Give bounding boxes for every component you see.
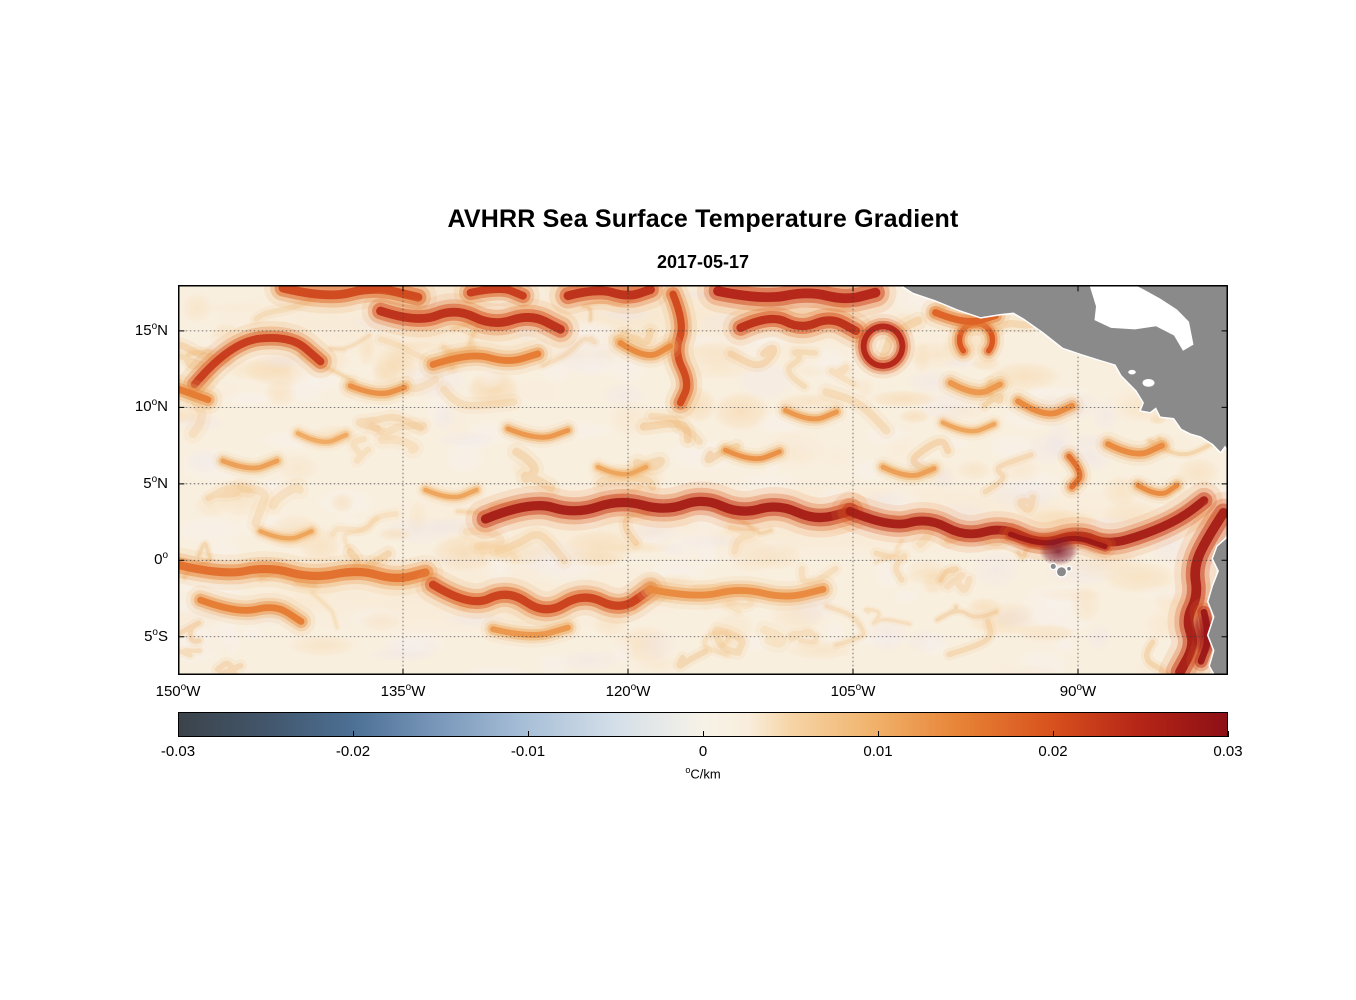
y-tick-label: 15oN [134, 320, 168, 339]
x-tick-label: 135oW [380, 682, 426, 701]
colorbar-tick-label: 0.03 [1213, 743, 1243, 760]
colorbar-tick [1052, 731, 1054, 737]
figure-title: AVHRR Sea Surface Temperature Gradient [447, 205, 959, 233]
figure-date: 2017-05-17 [656, 252, 750, 272]
colorbar-tick-label: 0.02 [1038, 743, 1068, 760]
degree-symbol: o [685, 765, 691, 775]
x-tick-label: 150oW [155, 682, 201, 701]
x-tick-label: 105oW [830, 682, 876, 701]
y-tick-label: 10oN [134, 397, 168, 416]
colorbar-tick [1227, 731, 1229, 737]
colorbar-tick [352, 731, 354, 737]
colorbar-tick [177, 731, 179, 737]
y-tick-label: 0o [154, 550, 168, 569]
y-tick-label: 5oN [143, 473, 168, 492]
sst-gradient-heatmap [178, 285, 1228, 675]
colorbar-tick [702, 731, 704, 737]
colorbar-tick-label: 0.01 [863, 743, 893, 760]
x-tick-label: 120oW [605, 682, 651, 701]
colorbar-tick-label: -0.02 [335, 743, 371, 760]
colorbar-units: oC/km [178, 765, 1228, 781]
colorbar-tick [527, 731, 529, 737]
x-tick-label: 90oW [1059, 682, 1097, 701]
colorbar-tick-label: -0.03 [160, 743, 196, 760]
units-text: C/km [690, 766, 721, 782]
colorbar-tick-label: 0 [698, 743, 708, 760]
y-tick-label: 5oS [144, 626, 168, 645]
colorbar-tick-label: -0.01 [510, 743, 546, 760]
colorbar-tick [877, 731, 879, 737]
